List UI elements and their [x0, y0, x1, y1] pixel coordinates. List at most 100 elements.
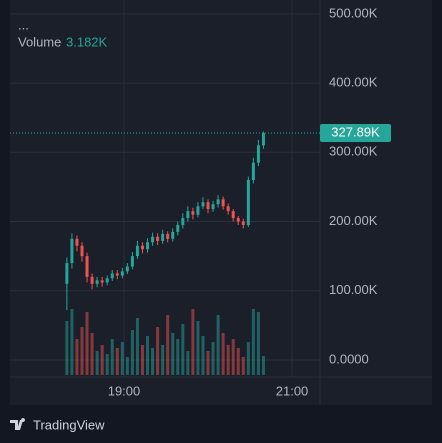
- candle-body: [261, 132, 265, 146]
- candle-body: [95, 280, 99, 284]
- volume-bar: [115, 348, 119, 375]
- volume-bar: [70, 309, 74, 375]
- volume-bar: [161, 345, 165, 375]
- volume-bar: [216, 315, 220, 375]
- volume-bar: [181, 324, 185, 375]
- candle-body: [146, 242, 150, 250]
- candle-body: [161, 233, 165, 241]
- brand-logo: [10, 418, 26, 430]
- candle-body: [125, 266, 129, 272]
- candle-body: [120, 271, 124, 276]
- chart-panel: [10, 0, 432, 405]
- volume-bar: [191, 309, 195, 375]
- y-tick-label: 300.00K: [329, 144, 378, 159]
- volume-bar: [211, 342, 215, 375]
- candle-body: [130, 256, 134, 267]
- volume-bar: [85, 312, 89, 375]
- candle-body: [171, 231, 175, 239]
- volume-bar: [196, 321, 200, 375]
- volume-bar: [246, 342, 250, 375]
- candle-body: [186, 211, 190, 219]
- candle-body: [181, 218, 185, 225]
- candle-body: [176, 224, 180, 232]
- candle-body: [196, 206, 200, 215]
- candle-body: [65, 263, 69, 284]
- volume-legend-name: Volume: [18, 34, 61, 49]
- candles: 327.89K: [10, 123, 391, 311]
- volume-bar: [90, 333, 94, 375]
- volume-bar: [176, 339, 180, 375]
- volume-bar: [171, 333, 175, 375]
- volume-bar: [166, 315, 170, 375]
- volume-bar: [130, 330, 134, 375]
- candle-body: [100, 280, 104, 283]
- volume-bars: [65, 309, 265, 375]
- candle-body: [75, 238, 79, 246]
- y-tick-label: 500.00K: [329, 5, 378, 20]
- candle-body: [135, 245, 139, 257]
- candle-body: [70, 238, 74, 264]
- y-tick-label: 100.00K: [329, 282, 378, 297]
- brand[interactable]: TradingView: [10, 417, 105, 432]
- volume-bar: [261, 355, 265, 375]
- last-price-label: 327.89K: [331, 124, 380, 139]
- candle-body: [246, 179, 250, 225]
- candle-body: [226, 206, 230, 212]
- brand-name: TradingView: [33, 417, 105, 432]
- volume-bar: [251, 309, 255, 375]
- axis-labels: 0.0000 100.00K 200.00K 300.00K 400.00K 500.00…: [108, 5, 378, 398]
- volume-bar: [125, 357, 129, 375]
- y-tick-label: 200.00K: [329, 213, 378, 228]
- candle-body: [115, 273, 119, 276]
- volume-bar: [201, 336, 205, 375]
- volume-bar: [236, 348, 240, 375]
- candle-body: [251, 162, 255, 180]
- legend-menu[interactable]: ...: [18, 17, 29, 32]
- volume-bar: [110, 339, 114, 375]
- candle-body: [166, 233, 170, 239]
- candle-body: [201, 202, 205, 207]
- volume-bar: [75, 339, 79, 375]
- candle-body: [231, 211, 235, 219]
- candle-body: [191, 211, 195, 215]
- candle-body: [80, 245, 84, 257]
- y-tick-label: 0.0000: [329, 351, 369, 366]
- candle-body: [156, 236, 160, 241]
- candle-body: [241, 221, 245, 225]
- y-tick-label: 400.00K: [329, 75, 378, 90]
- volume-bar: [95, 351, 99, 375]
- volume-bar: [146, 336, 150, 375]
- candle-body: [85, 256, 89, 277]
- volume-bar: [221, 333, 225, 375]
- volume-bar: [256, 312, 260, 375]
- candle-body: [140, 245, 144, 250]
- candle-body: [90, 276, 94, 284]
- volume-bar: [226, 345, 230, 375]
- grid: [10, 0, 320, 377]
- candle-body: [211, 204, 215, 210]
- last-price-badge: [320, 123, 391, 142]
- candle-body: [105, 278, 109, 283]
- candle-body: [256, 145, 260, 163]
- candle-body: [221, 199, 225, 207]
- volume-bar: [105, 354, 109, 375]
- candle-body: [206, 202, 210, 210]
- volume-bar: [65, 321, 69, 375]
- candle-body: [151, 236, 155, 243]
- x-tick-label: 21:00: [276, 383, 309, 398]
- volume-bar: [135, 318, 139, 375]
- candle-body: [236, 218, 240, 222]
- volume-bar: [186, 351, 190, 375]
- volume-bar: [120, 342, 124, 375]
- volume-legend-value: 3.182K: [66, 34, 108, 49]
- candle-body: [216, 199, 220, 205]
- volume-bar: [206, 351, 210, 375]
- candle-body: [110, 273, 114, 279]
- x-tick-label: 19:00: [108, 383, 141, 398]
- volume-bar: [156, 327, 160, 375]
- volume-bar: [140, 345, 144, 375]
- volume-bar: [241, 357, 245, 375]
- volume-bar: [151, 348, 155, 375]
